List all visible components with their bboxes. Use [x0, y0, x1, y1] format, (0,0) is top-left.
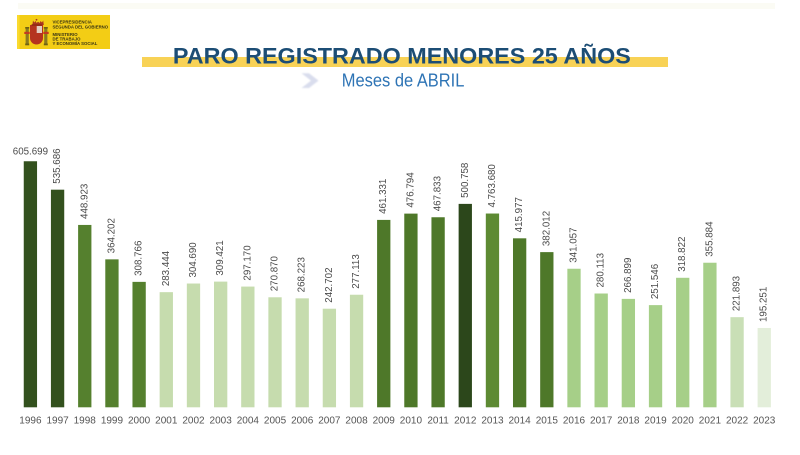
svg-text:467.833: 467.833	[433, 176, 444, 211]
svg-text:2000: 2000	[128, 415, 151, 426]
svg-text:2009: 2009	[373, 415, 396, 426]
svg-text:2007: 2007	[318, 415, 341, 426]
svg-text:2015: 2015	[536, 415, 559, 426]
svg-text:2020: 2020	[672, 415, 695, 426]
svg-text:251.546: 251.546	[650, 264, 661, 299]
svg-text:MINISTERIO: MINISTERIO	[53, 32, 79, 37]
svg-text:PARO REGISTRADO MENORES 25 AÑO: PARO REGISTRADO MENORES 25 AÑOS	[173, 44, 631, 69]
svg-text:2023: 2023	[753, 415, 776, 426]
svg-text:2013: 2013	[481, 415, 504, 426]
svg-text:2008: 2008	[345, 415, 368, 426]
svg-text:318.822: 318.822	[677, 237, 688, 272]
svg-text:2012: 2012	[454, 415, 477, 426]
svg-text:2016: 2016	[563, 415, 586, 426]
svg-text:195.251: 195.251	[759, 287, 770, 322]
svg-text:Meses de ABRIL: Meses de ABRIL	[342, 71, 465, 91]
svg-text:221.893: 221.893	[732, 276, 743, 311]
svg-text:309.421: 309.421	[215, 240, 226, 275]
svg-text:2010: 2010	[400, 415, 423, 426]
svg-text:2014: 2014	[509, 415, 532, 426]
svg-text:1996: 1996	[19, 415, 42, 426]
svg-text:2002: 2002	[182, 415, 205, 426]
svg-text:448.923: 448.923	[79, 184, 90, 219]
svg-text:304.690: 304.690	[188, 242, 199, 278]
svg-text:605.699: 605.699	[13, 147, 48, 158]
svg-text:2006: 2006	[291, 415, 314, 426]
svg-text:297.170: 297.170	[242, 245, 253, 281]
svg-text:1998: 1998	[74, 415, 97, 426]
svg-text:1997: 1997	[46, 415, 69, 426]
svg-text:382.012: 382.012	[541, 211, 552, 246]
svg-text:2022: 2022	[726, 415, 749, 426]
svg-text:DE TRABAJO: DE TRABAJO	[53, 37, 82, 42]
svg-text:268.223: 268.223	[297, 257, 308, 292]
svg-text:2018: 2018	[617, 415, 640, 426]
svg-text:308.766: 308.766	[134, 241, 145, 276]
svg-text:280.113: 280.113	[596, 253, 607, 288]
svg-text:4.763.680: 4.763.680	[487, 164, 498, 208]
svg-text:Y ECONOMÍA SOCIAL: Y ECONOMÍA SOCIAL	[53, 41, 98, 46]
svg-text:476.794: 476.794	[405, 172, 416, 208]
svg-text:500.758: 500.758	[460, 163, 471, 198]
svg-text:2003: 2003	[210, 415, 233, 426]
svg-text:283.444: 283.444	[161, 250, 172, 286]
svg-text:2005: 2005	[264, 415, 287, 426]
svg-text:535.686: 535.686	[52, 148, 63, 183]
svg-text:415.977: 415.977	[514, 197, 525, 232]
svg-text:277.113: 277.113	[351, 254, 362, 289]
svg-text:2021: 2021	[699, 415, 722, 426]
svg-text:2004: 2004	[237, 415, 260, 426]
svg-text:355.884: 355.884	[704, 221, 715, 257]
svg-text:SEGUNDA DEL GOBIERNO: SEGUNDA DEL GOBIERNO	[53, 24, 109, 29]
svg-text:266.899: 266.899	[623, 258, 634, 293]
svg-text:1999: 1999	[101, 415, 124, 426]
svg-text:VICEPRESIDENCIA: VICEPRESIDENCIA	[53, 20, 92, 25]
svg-text:341.057: 341.057	[569, 228, 580, 263]
svg-text:2019: 2019	[644, 415, 667, 426]
svg-text:461.331: 461.331	[378, 179, 389, 214]
svg-text:2017: 2017	[590, 415, 613, 426]
svg-text:2001: 2001	[155, 415, 178, 426]
svg-text:364.202: 364.202	[106, 218, 117, 253]
svg-text:2011: 2011	[427, 415, 449, 426]
svg-text:270.870: 270.870	[270, 255, 281, 291]
svg-text:242.702: 242.702	[324, 267, 335, 302]
